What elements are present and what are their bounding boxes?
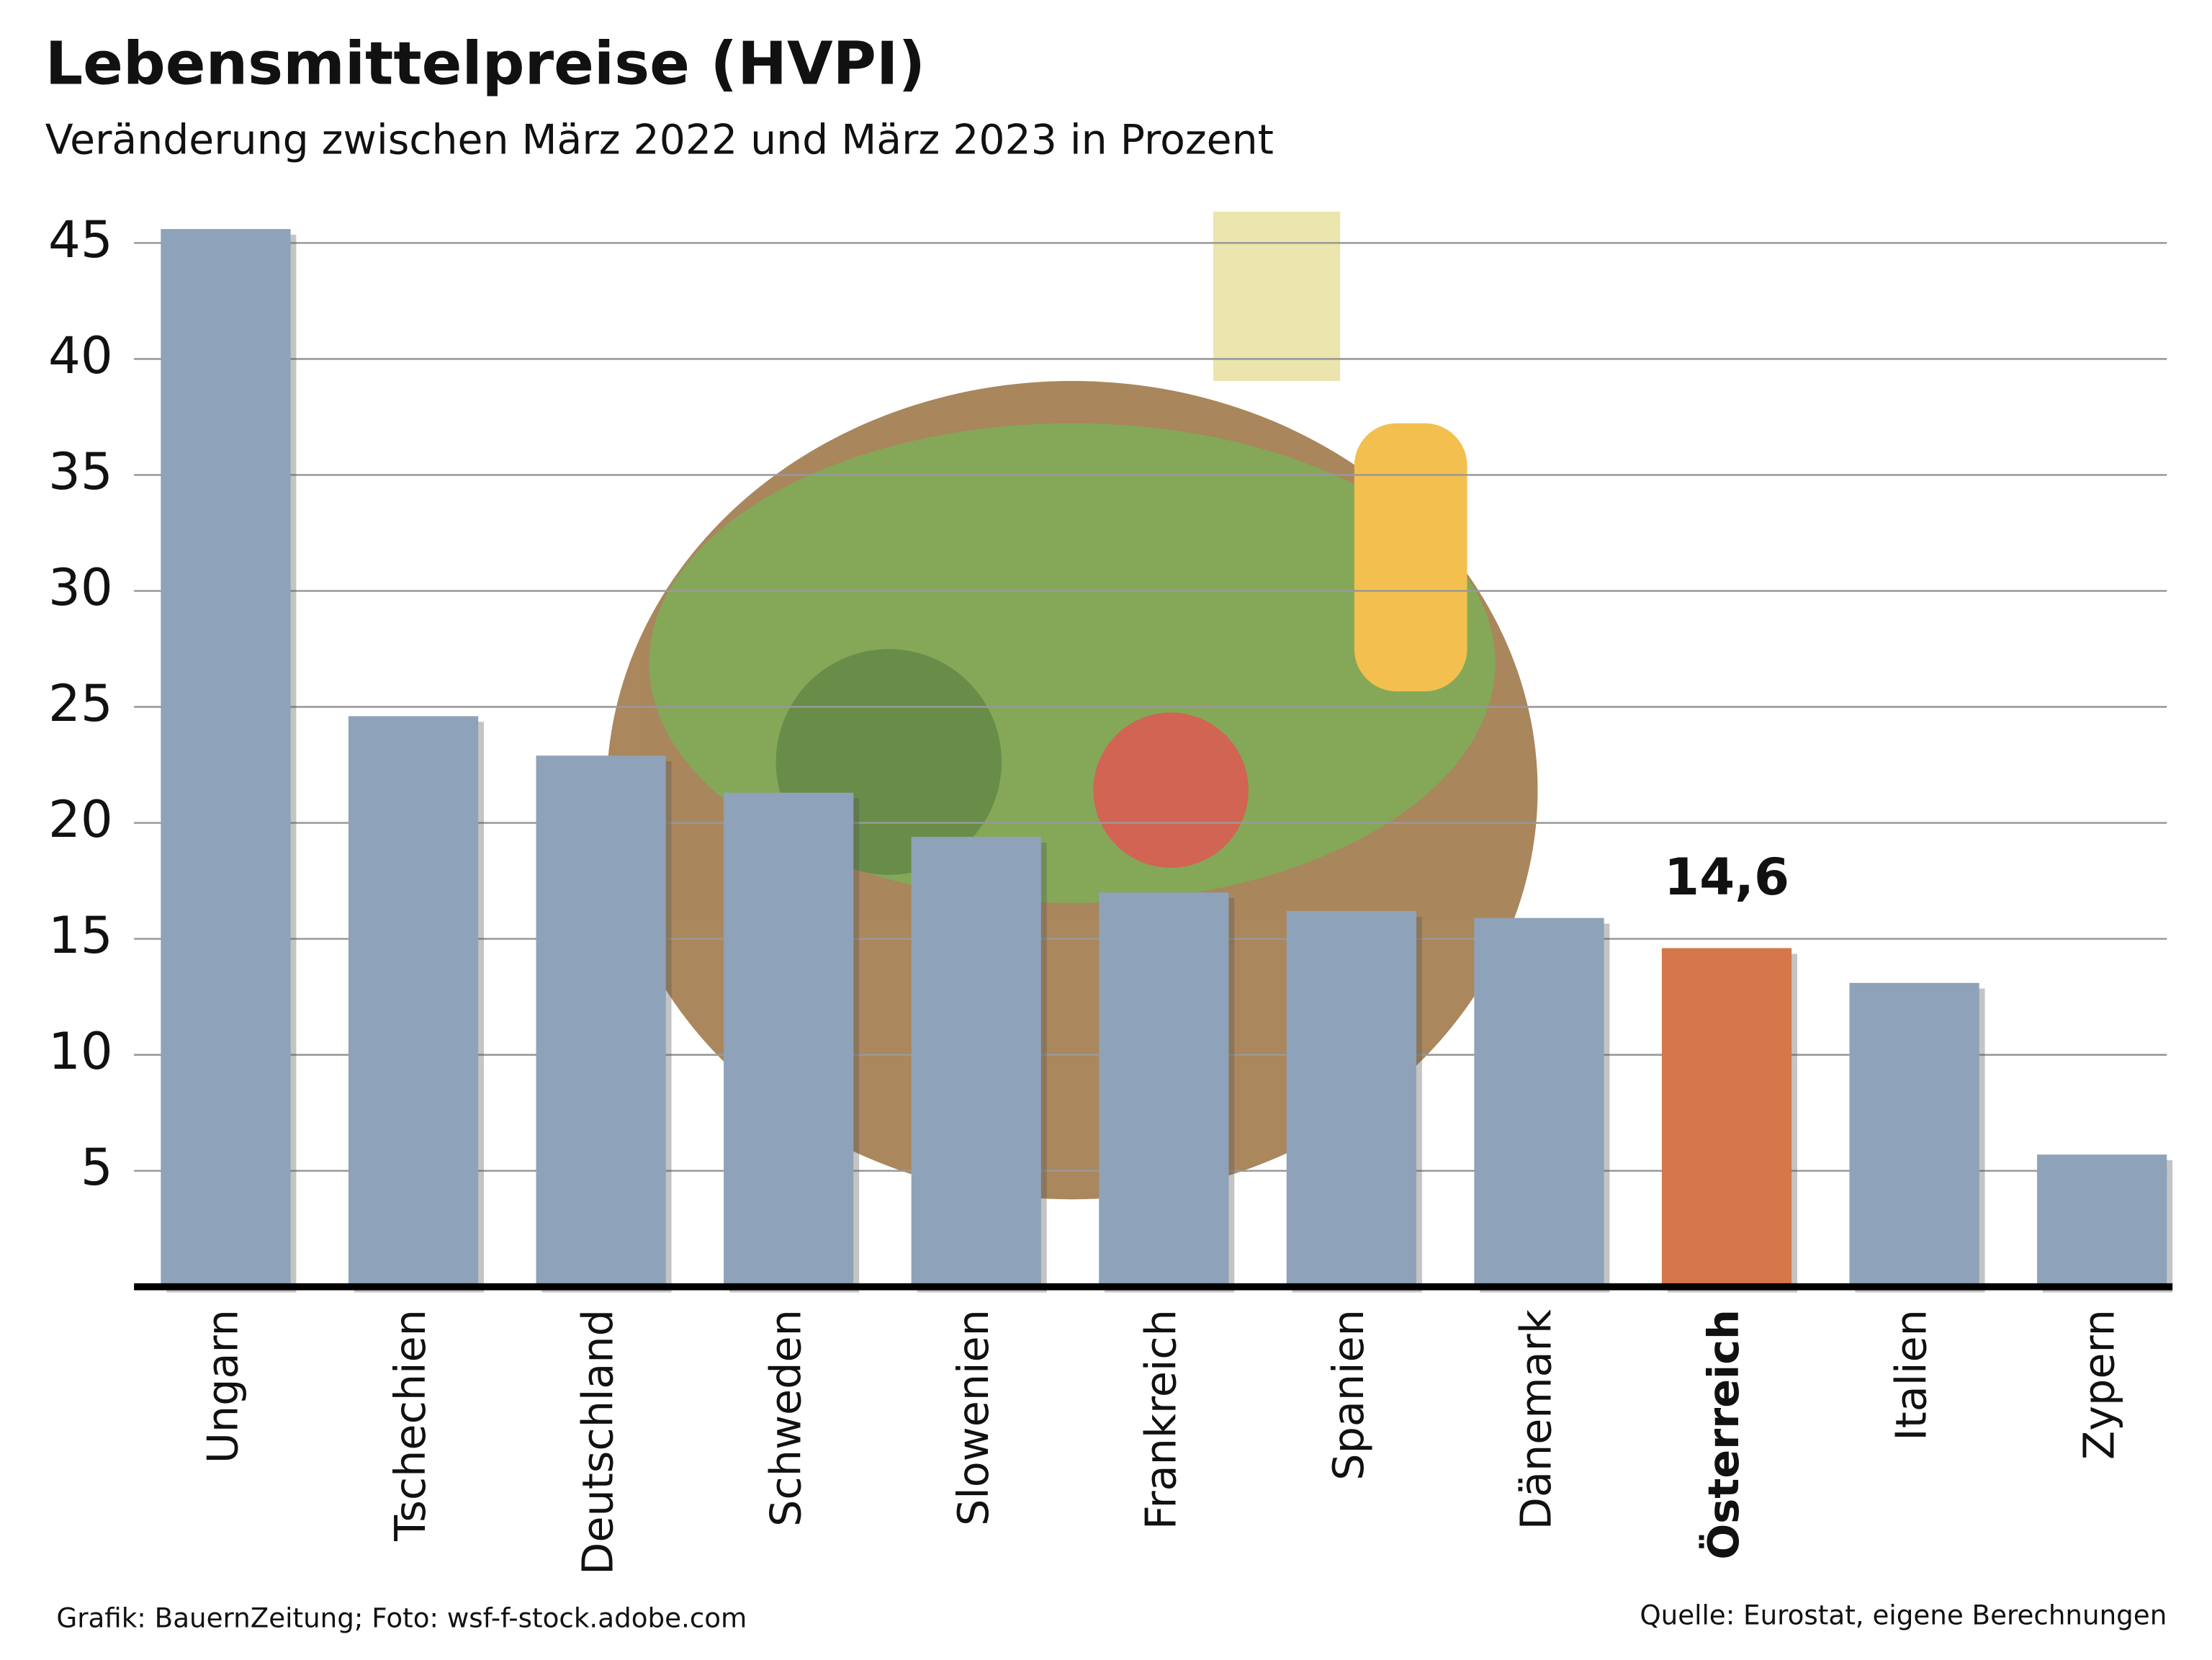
- y-tick-label: 10: [48, 1022, 113, 1081]
- x-tick-label: Dänemark: [1511, 1309, 1561, 1530]
- x-tick-label: Österreich: [1699, 1309, 1748, 1560]
- source: Quelle: Eurostat, eigene Berechnungen: [1640, 1600, 2167, 1631]
- y-tick-label: 5: [81, 1138, 113, 1197]
- bar: [1849, 982, 1979, 1287]
- bar: [536, 755, 666, 1287]
- x-tick-label: Deutschland: [573, 1309, 623, 1575]
- y-tick-label: 15: [48, 906, 113, 965]
- value-label: 14,6: [1664, 848, 1789, 907]
- y-tick-label: 30: [48, 558, 113, 617]
- y-tick-label: 20: [48, 790, 113, 849]
- y-tick-label: 40: [48, 326, 113, 385]
- y-tick-label: 35: [48, 442, 113, 501]
- x-tick-label: Tschechien: [385, 1309, 435, 1542]
- bar: [1661, 948, 1792, 1287]
- y-tick-label: 25: [48, 674, 113, 733]
- x-tick-label: Slowenien: [948, 1309, 998, 1526]
- x-tick-label: Schweden: [760, 1309, 810, 1527]
- bar: [1099, 892, 1229, 1287]
- chart-subtitle: Veränderung zwischen März 2022 und März …: [45, 117, 1274, 164]
- chart-title: Lebensmittelpreise (HVPI): [45, 30, 925, 99]
- x-tick-label: Italien: [1887, 1309, 1936, 1440]
- bar: [348, 716, 479, 1287]
- bar: [1286, 911, 1417, 1287]
- credit: Grafik: BauernZeitung; Foto: wsf-f-stock…: [56, 1602, 747, 1634]
- bar: [911, 836, 1041, 1287]
- y-tick-label: 45: [48, 210, 113, 269]
- x-tick-label: Spanien: [1323, 1309, 1373, 1481]
- bar: [724, 792, 854, 1287]
- bar: [2037, 1154, 2167, 1287]
- bar: [161, 229, 291, 1287]
- x-tick-label: Zypern: [2074, 1309, 2123, 1460]
- x-tick-label: Frankreich: [1136, 1309, 1185, 1530]
- x-tick-label: Ungarn: [198, 1309, 248, 1463]
- bar: [1474, 918, 1604, 1287]
